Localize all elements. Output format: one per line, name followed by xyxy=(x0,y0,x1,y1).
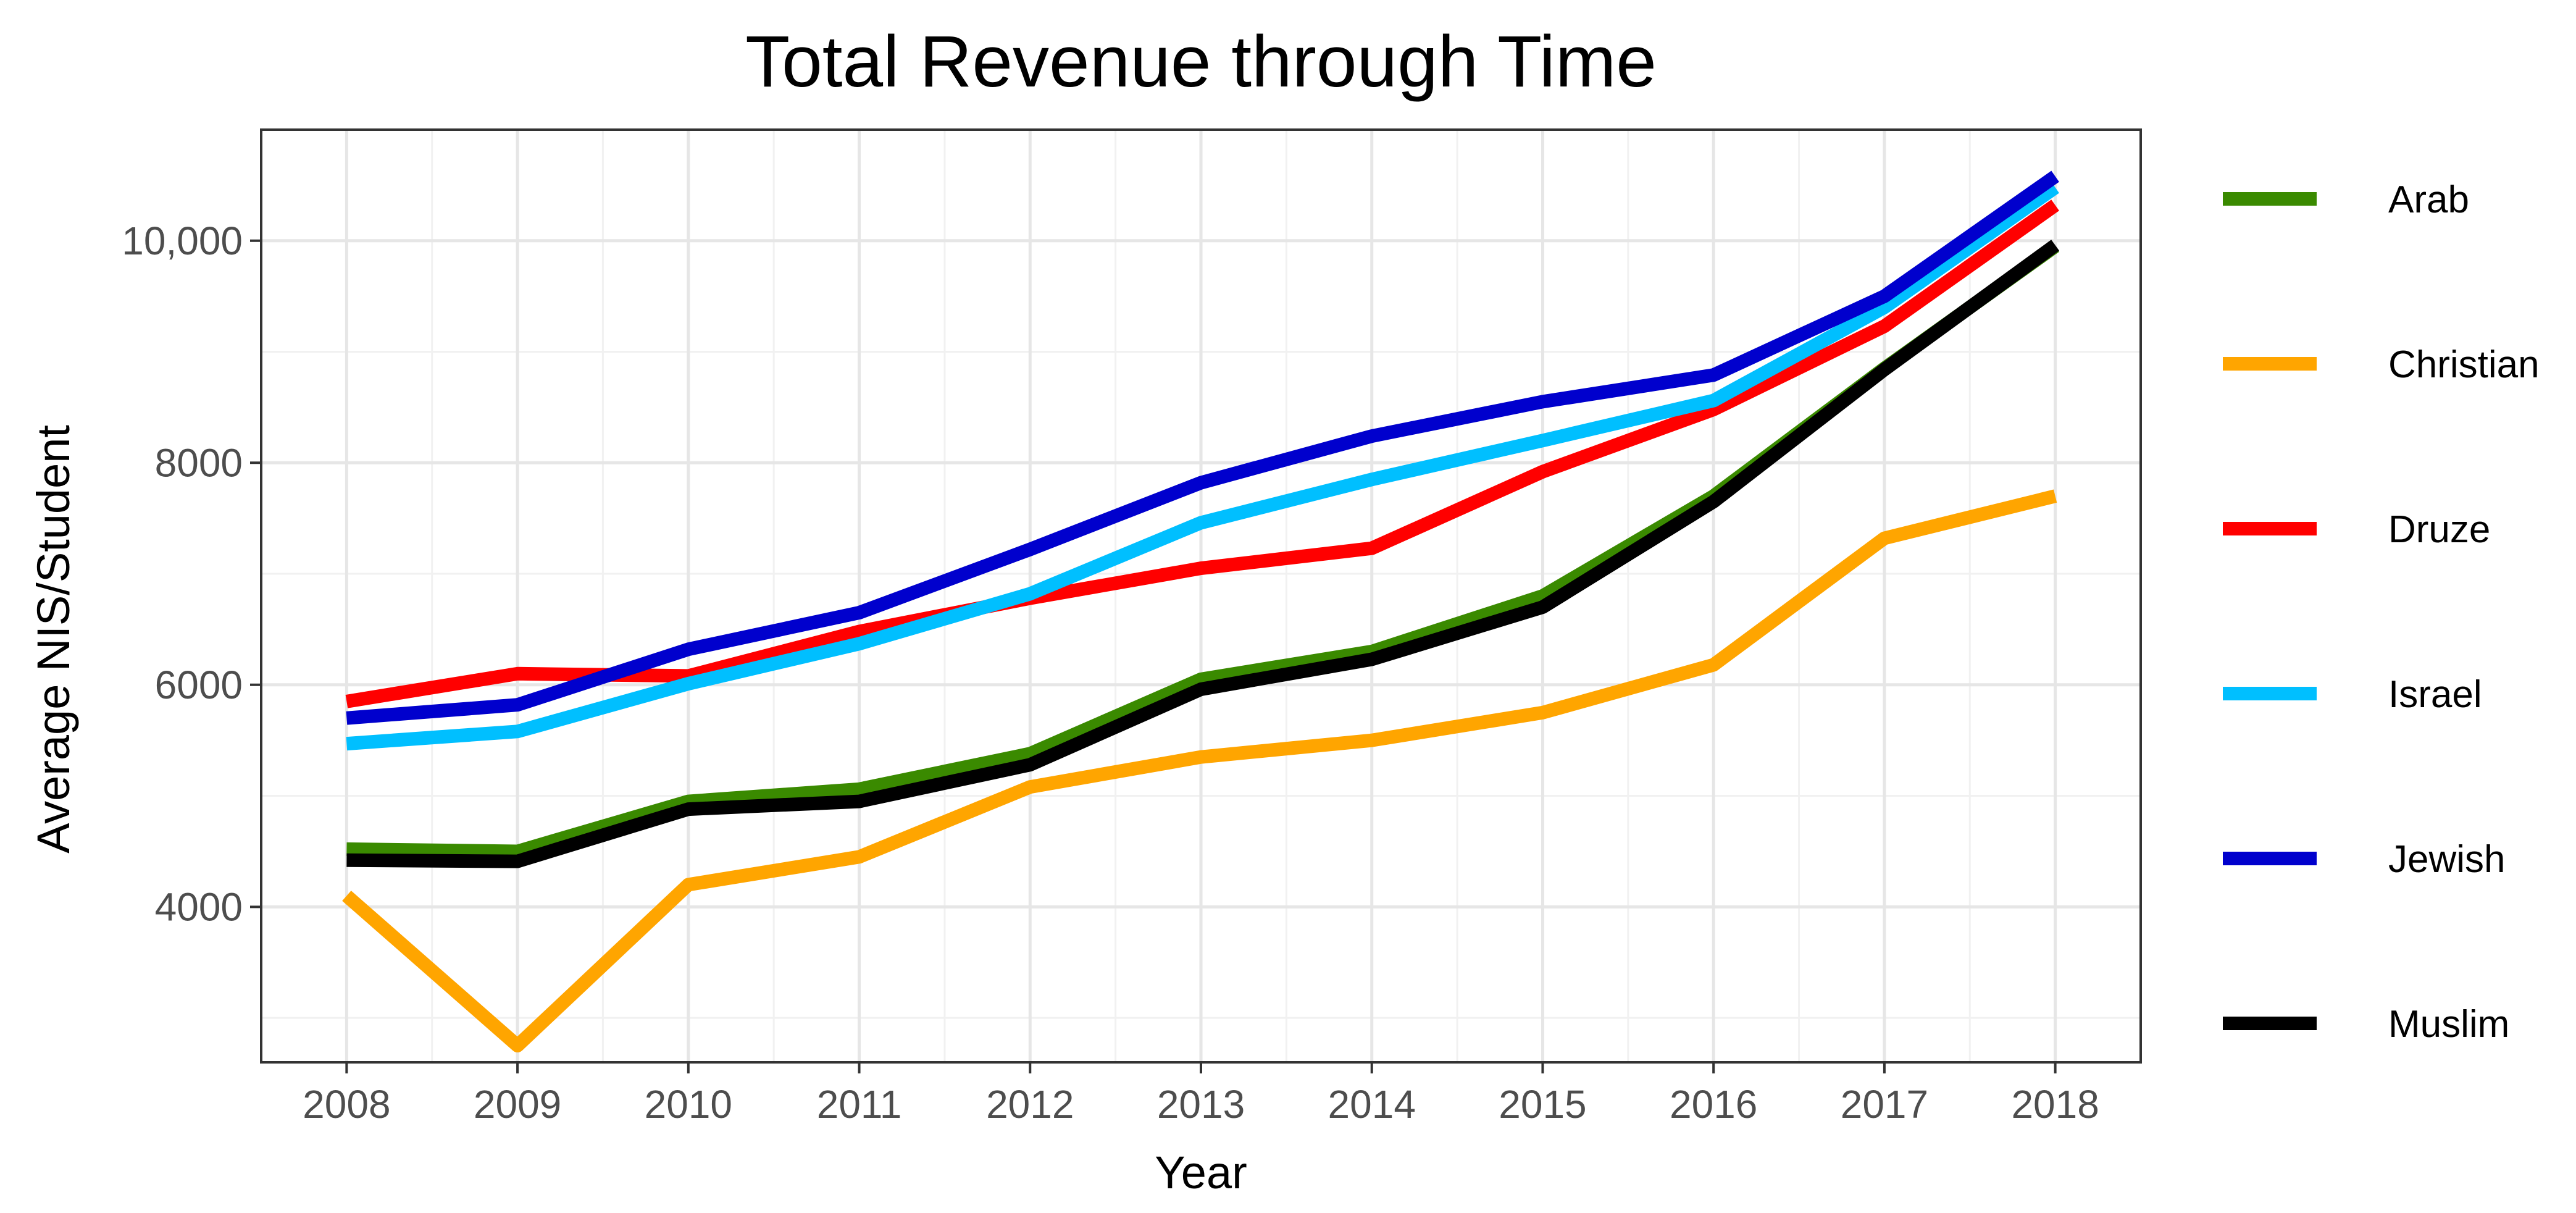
axis-ticks xyxy=(250,239,2057,1073)
y-tick-label: 8000 xyxy=(155,440,243,485)
x-tick-label: 2008 xyxy=(303,1082,390,1127)
x-tick-label: 2017 xyxy=(1841,1082,1928,1127)
x-tick-label: 2010 xyxy=(645,1082,732,1127)
series-lines xyxy=(342,170,2060,1052)
legend: Arab Christian Druze Israel Jewish Muslim xyxy=(2223,178,2540,1046)
legend-label-christian: Christian xyxy=(2388,343,2540,386)
series-line-jewish xyxy=(346,170,2059,725)
x-tick-label: 2012 xyxy=(986,1082,1074,1127)
x-tick-label: 2014 xyxy=(1328,1082,1416,1127)
legend-label-muslim: Muslim xyxy=(2388,1003,2509,1046)
series-line-druze xyxy=(345,199,2059,708)
y-tick-label: 4000 xyxy=(155,884,243,929)
x-axis-title: Year xyxy=(1155,1147,1247,1198)
x-axis-tick-labels: 2008 2009 2010 2011 2012 2013 2014 2015 2016 2017… xyxy=(303,1082,2099,1127)
chart-title: Total Revenue through Time xyxy=(745,21,1657,103)
legend-label-druze: Druze xyxy=(2388,508,2490,551)
x-tick-label: 2018 xyxy=(2011,1082,2099,1127)
series-line-christian xyxy=(342,489,2057,1052)
legend-label-jewish: Jewish xyxy=(2388,838,2506,881)
legend-label-arab: Arab xyxy=(2388,178,2469,221)
x-tick-label: 2009 xyxy=(474,1082,561,1127)
x-tick-label: 2015 xyxy=(1499,1082,1586,1127)
x-tick-label: 2013 xyxy=(1157,1082,1245,1127)
series-line-israel xyxy=(346,182,2059,751)
series-line-muslim xyxy=(346,240,2060,868)
y-tick-label: 6000 xyxy=(155,663,243,707)
y-tick-label: 10,000 xyxy=(122,219,243,263)
x-tick-label: 2011 xyxy=(817,1082,902,1127)
legend-label-israel: Israel xyxy=(2388,673,2482,716)
x-tick-label: 2016 xyxy=(1670,1082,1757,1127)
y-axis-title: Average NIS/Student xyxy=(28,425,79,854)
y-axis-tick-labels: 4000 6000 8000 10,000 xyxy=(122,219,243,930)
